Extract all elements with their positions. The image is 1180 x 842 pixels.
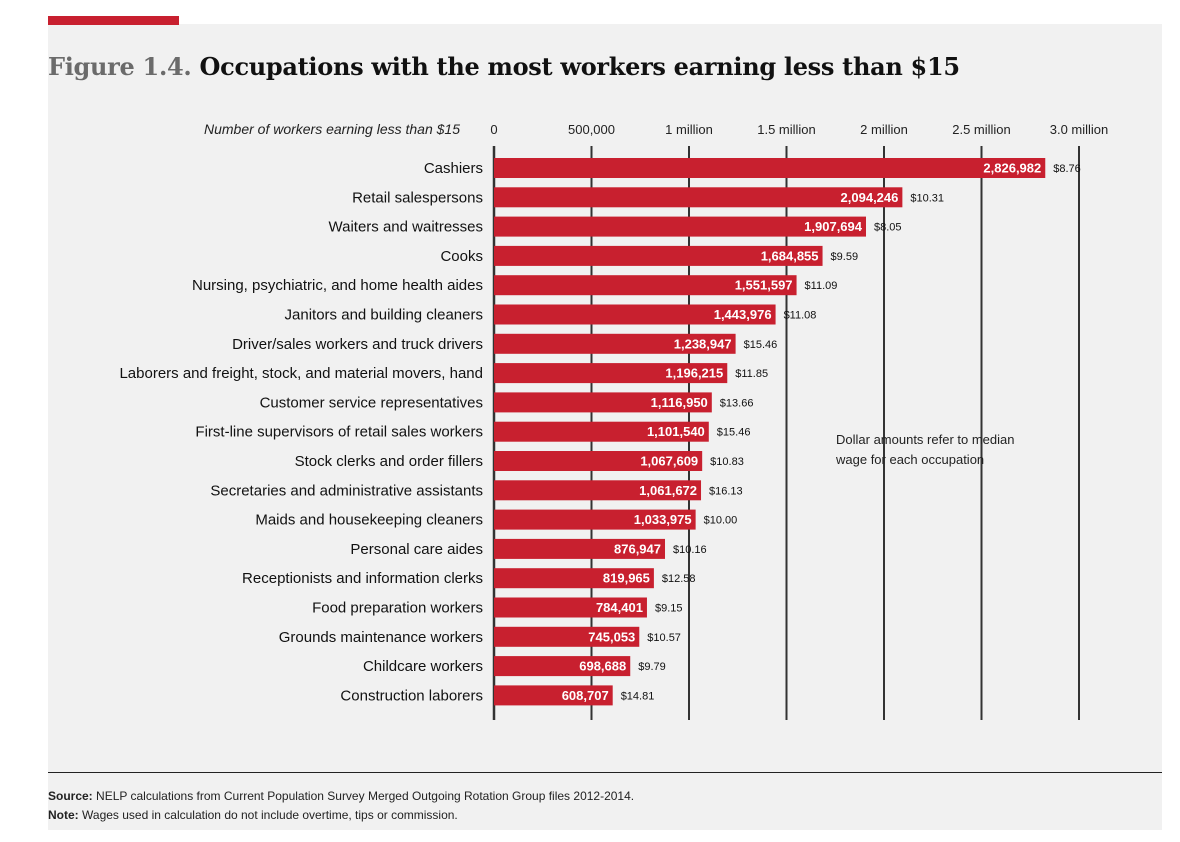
bar-value-label: 608,707 — [562, 688, 609, 703]
x-tick-label: 1.5 million — [757, 122, 816, 137]
bar-value-label: 1,061,672 — [639, 483, 697, 498]
bar — [494, 480, 702, 501]
bar — [494, 685, 613, 706]
bar — [494, 158, 1046, 178]
annotation-text: wage for each occupation — [835, 452, 984, 467]
bar-value-label: 784,401 — [596, 600, 643, 615]
bar-value-label: 1,033,975 — [634, 512, 692, 527]
bar-value-label: 1,684,855 — [761, 248, 819, 263]
category-label: Childcare workers — [363, 658, 483, 675]
wage-label: $13.66 — [720, 397, 754, 409]
wage-label: $10.00 — [704, 515, 738, 527]
bar — [494, 597, 647, 618]
note-line: Note: Wages used in calculation do not i… — [48, 808, 458, 822]
bar-value-label: 698,688 — [579, 659, 626, 674]
note-label: Note: — [48, 808, 79, 822]
wage-label: $10.83 — [710, 456, 744, 468]
wage-label: $10.57 — [647, 632, 681, 644]
category-label: Driver/sales workers and truck drivers — [232, 336, 483, 353]
wage-label: $9.59 — [831, 251, 859, 263]
bar-value-label: 876,947 — [614, 541, 661, 556]
x-tick-label: 2 million — [860, 122, 908, 137]
category-label: Grounds maintenance workers — [279, 629, 483, 646]
bar — [494, 421, 709, 442]
bar — [494, 245, 823, 266]
category-label: Construction laborers — [340, 687, 483, 704]
source-text: NELP calculations from Current Populatio… — [96, 789, 635, 803]
category-label: Secretaries and administrative assistant… — [210, 482, 483, 499]
wage-label: $15.46 — [717, 427, 751, 439]
bar-value-label: 1,443,976 — [714, 307, 772, 322]
wage-label: $16.13 — [709, 485, 743, 497]
x-tick-label: 2.5 million — [952, 122, 1011, 137]
source-label: Source: — [48, 789, 93, 803]
wage-label: $8.05 — [874, 222, 902, 234]
x-tick-label: 500,000 — [568, 122, 615, 137]
wage-label: $9.15 — [655, 603, 683, 615]
wage-label: $11.08 — [784, 310, 817, 322]
category-label: Waiters and waitresses — [329, 219, 484, 236]
bar — [494, 275, 797, 296]
wage-label: $10.31 — [910, 192, 944, 204]
footer-divider — [48, 772, 1162, 773]
x-tick-label: 0 — [490, 122, 497, 137]
x-tick-label: 3.0 million — [1050, 122, 1109, 137]
figure-label: Figure 1.4. — [48, 52, 192, 81]
category-label: Customer service representatives — [260, 394, 483, 411]
figure-title: Figure 1.4. Occupations with the most wo… — [48, 52, 960, 81]
wage-label: $8.76 — [1053, 163, 1081, 175]
figure-title-text: Occupations with the most workers earnin… — [199, 52, 961, 81]
wage-label: $12.58 — [662, 573, 696, 585]
bar — [494, 363, 728, 384]
bar — [494, 568, 654, 589]
bar — [494, 451, 703, 471]
bar-value-label: 1,907,694 — [804, 219, 863, 234]
wage-label: $9.79 — [638, 661, 666, 673]
wage-label: $11.85 — [735, 368, 768, 380]
bar-value-label: 1,101,540 — [647, 424, 705, 439]
wage-label: $15.46 — [744, 339, 778, 351]
bar-value-label: 1,551,597 — [735, 278, 793, 293]
bar-value-label: 1,067,609 — [640, 454, 698, 469]
bar-value-label: 1,238,947 — [674, 336, 732, 351]
annotation-text: Dollar amounts refer to median — [836, 432, 1014, 447]
category-label: Maids and housekeeping cleaners — [255, 512, 483, 529]
x-axis-title: Number of workers earning less than $15 — [204, 121, 460, 137]
bar — [494, 333, 736, 354]
note-text: Wages used in calculation do not include… — [82, 808, 458, 822]
category-label: Food preparation workers — [312, 600, 483, 617]
category-label: Laborers and freight, stock, and materia… — [119, 365, 483, 382]
category-label: Stock clerks and order fillers — [295, 453, 483, 470]
category-label: Retail salespersons — [352, 189, 483, 206]
bar — [494, 216, 867, 237]
bar-value-label: 819,965 — [603, 571, 650, 586]
category-label: Personal care aides — [350, 541, 483, 558]
x-tick-label: 1 million — [665, 122, 713, 137]
bar-value-label: 745,053 — [588, 629, 635, 644]
wage-label: $11.09 — [805, 280, 838, 292]
category-label: First-line supervisors of retail sales w… — [195, 424, 483, 441]
bar-value-label: 1,196,215 — [665, 366, 723, 381]
bar — [494, 626, 640, 647]
wage-label: $14.81 — [621, 690, 655, 702]
category-label: Cashiers — [424, 160, 483, 177]
bar — [494, 187, 903, 208]
bar — [494, 656, 631, 677]
bar-value-label: 2,094,246 — [841, 190, 899, 205]
bar-value-label: 2,826,982 — [983, 161, 1041, 176]
bar — [494, 538, 666, 559]
bar — [494, 304, 776, 325]
wage-label: $10.16 — [673, 544, 707, 556]
category-label: Receptionists and information clerks — [242, 570, 483, 587]
category-label: Janitors and building cleaners — [285, 307, 483, 324]
category-label: Cooks — [440, 248, 483, 265]
bar — [494, 509, 696, 530]
category-label: Nursing, psychiatric, and home health ai… — [192, 277, 483, 294]
bar — [494, 392, 712, 413]
source-line: Source: NELP calculations from Current P… — [48, 789, 634, 803]
accent-bar — [48, 16, 179, 25]
bar-value-label: 1,116,950 — [651, 395, 708, 410]
